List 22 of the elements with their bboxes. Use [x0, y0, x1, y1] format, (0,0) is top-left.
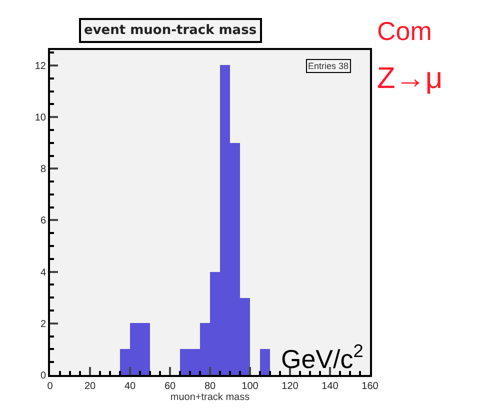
y-tick-label: 4: [40, 267, 46, 278]
y-tick-label: 10: [34, 112, 46, 124]
x-tick-label: 0: [47, 381, 54, 392]
y-tick-label: 6: [40, 216, 46, 227]
y-tick-label: 12: [34, 60, 46, 72]
y-tick-label: 8: [40, 164, 46, 176]
text: Com: [377, 16, 432, 46]
y-tick-label: 2: [40, 318, 46, 330]
x-tick-label: 80: [204, 381, 216, 392]
x-tick-label: 20: [84, 381, 96, 392]
x-tick-label: 100: [242, 381, 259, 392]
y-tick-label: 0: [40, 370, 46, 382]
annotation: Entries 38: [308, 61, 349, 71]
x-tick-label: 160: [362, 381, 379, 392]
annotation: GeV/c$^{2}$: [281, 341, 364, 374]
text: Z→μ: [377, 62, 443, 95]
x-tick-label: 60: [164, 381, 176, 392]
x-tick-label: 140: [322, 381, 339, 392]
x-axis-title: muon+track mass: [170, 392, 250, 403]
chart-title: event muon-track mass: [84, 23, 257, 38]
x-tick-label: 40: [124, 381, 136, 392]
x-tick-label: 120: [282, 381, 299, 392]
